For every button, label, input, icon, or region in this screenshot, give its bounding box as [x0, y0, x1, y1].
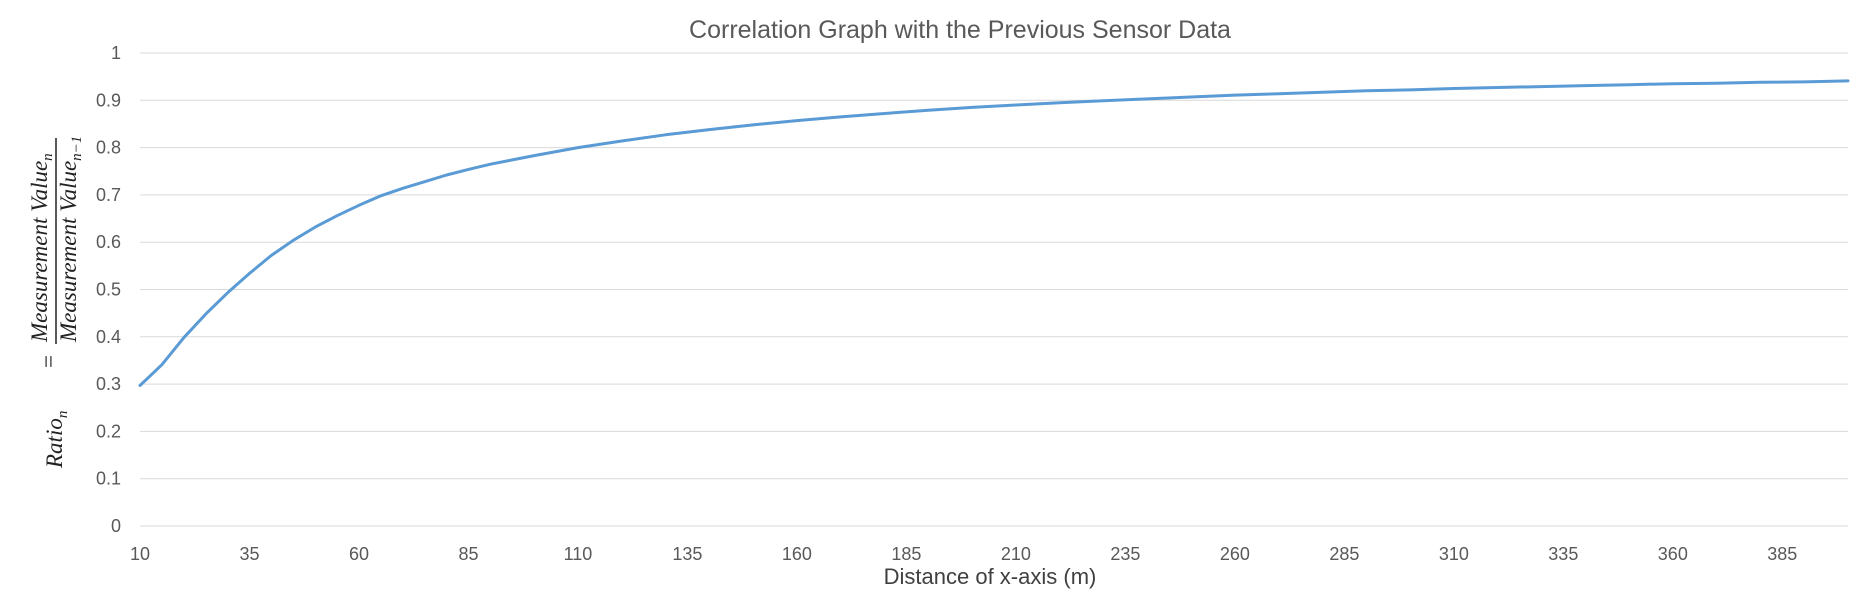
y-tick-label: 0 — [111, 516, 121, 536]
gridlines — [140, 52, 1848, 527]
y-tick-label: 1 — [111, 43, 121, 63]
numerator-base: Measurement Value — [27, 161, 52, 343]
y-tick-label: 0.1 — [96, 469, 121, 489]
x-tick-label: 135 — [672, 544, 702, 564]
x-tick-label: 385 — [1767, 544, 1797, 564]
denominator-subscript: n−1 — [69, 136, 85, 161]
y-tick-label: 0.9 — [96, 90, 121, 110]
y-axis-title-numerator: Measurement Valuen — [27, 153, 56, 343]
x-tick-label: 310 — [1439, 544, 1469, 564]
denominator-base: Measurement Value — [56, 161, 81, 343]
y-tick-label: 0.5 — [96, 280, 121, 300]
y-tick-labels: 0 0.1 0.2 0.3 0.4 0.5 0.6 0.7 0.8 0.9 1 — [96, 43, 121, 536]
x-tick-label: 85 — [458, 544, 478, 564]
x-tick-label: 210 — [1001, 544, 1031, 564]
x-tick-label: 185 — [891, 544, 921, 564]
y-tick-label: 0.6 — [96, 232, 121, 252]
chart-title: Correlation Graph with the Previous Sens… — [689, 16, 1231, 44]
ratio-subscript: n — [55, 411, 71, 419]
x-tick-labels: 10 35 60 85 110 135 160 185 210 235 260 285 310 335 36… — [130, 544, 1797, 564]
x-axis-title: Distance of x-axis (m) — [884, 564, 1097, 589]
series-line-ratio — [138, 79, 1850, 387]
x-tick-label: 260 — [1220, 544, 1250, 564]
y-axis-title-equals: = — [36, 355, 61, 368]
x-tick-label: 360 — [1658, 544, 1688, 564]
x-tick-label: 35 — [239, 544, 259, 564]
y-tick-label: 0.7 — [96, 185, 121, 205]
x-tick-label: 235 — [1110, 544, 1140, 564]
y-tick-label: 0.4 — [96, 327, 121, 347]
ratio-base: Ratio — [42, 418, 67, 469]
x-tick-label: 285 — [1329, 544, 1359, 564]
y-axis-title-denominator: Measurement Valuen−1 — [56, 136, 85, 343]
y-tick-label: 0.2 — [96, 421, 121, 441]
y-axis-title-lhs: Ration — [42, 411, 71, 469]
x-tick-label: 160 — [782, 544, 812, 564]
y-tick-label: 0.8 — [96, 138, 121, 158]
x-tick-label: 335 — [1548, 544, 1578, 564]
y-tick-label: 0.3 — [96, 374, 121, 394]
x-tick-label: 10 — [130, 544, 150, 564]
x-tick-label: 110 — [564, 544, 593, 564]
numerator-subscript: n — [40, 153, 56, 161]
x-tick-label: 60 — [349, 544, 369, 564]
y-axis-title: Ration = Measurement Valuen Measurement … — [27, 136, 85, 469]
